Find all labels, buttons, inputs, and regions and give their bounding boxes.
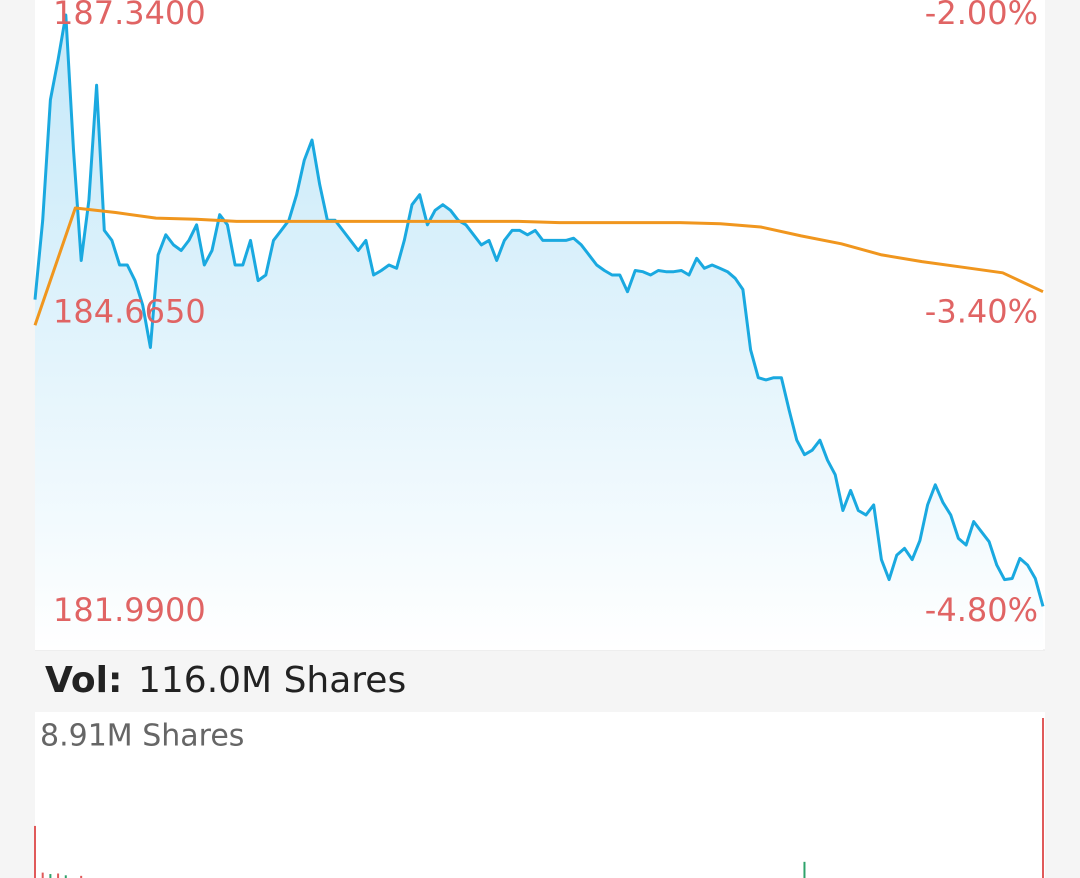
volume-bar — [34, 825, 36, 878]
y-tick-label: 187.3400 — [53, 0, 206, 32]
volume-bar — [49, 874, 52, 878]
volume-bar — [57, 873, 60, 878]
volume-total: 116.0M Shares — [138, 660, 406, 701]
y2-tick-label: -4.80% — [925, 591, 1038, 629]
y-tick-label: 184.6650 — [53, 293, 206, 331]
y-tick-label: 181.9900 — [53, 591, 206, 629]
y2-tick-label: -3.40% — [925, 293, 1038, 331]
volume-bar — [803, 861, 806, 878]
volume-title: Vol: — [45, 660, 122, 701]
average-line — [33, 206, 1044, 326]
volume-bar — [1042, 718, 1044, 878]
y2-tick-label: -2.00% — [925, 0, 1038, 32]
volume-bar — [80, 875, 83, 878]
volume-panel — [35, 712, 1045, 878]
price-line — [33, 13, 1045, 607]
volume-bar — [41, 872, 44, 878]
volume-axis-label: 8.91M Shares — [40, 719, 244, 754]
price-area — [35, 15, 1043, 650]
volume-bar — [64, 875, 67, 878]
